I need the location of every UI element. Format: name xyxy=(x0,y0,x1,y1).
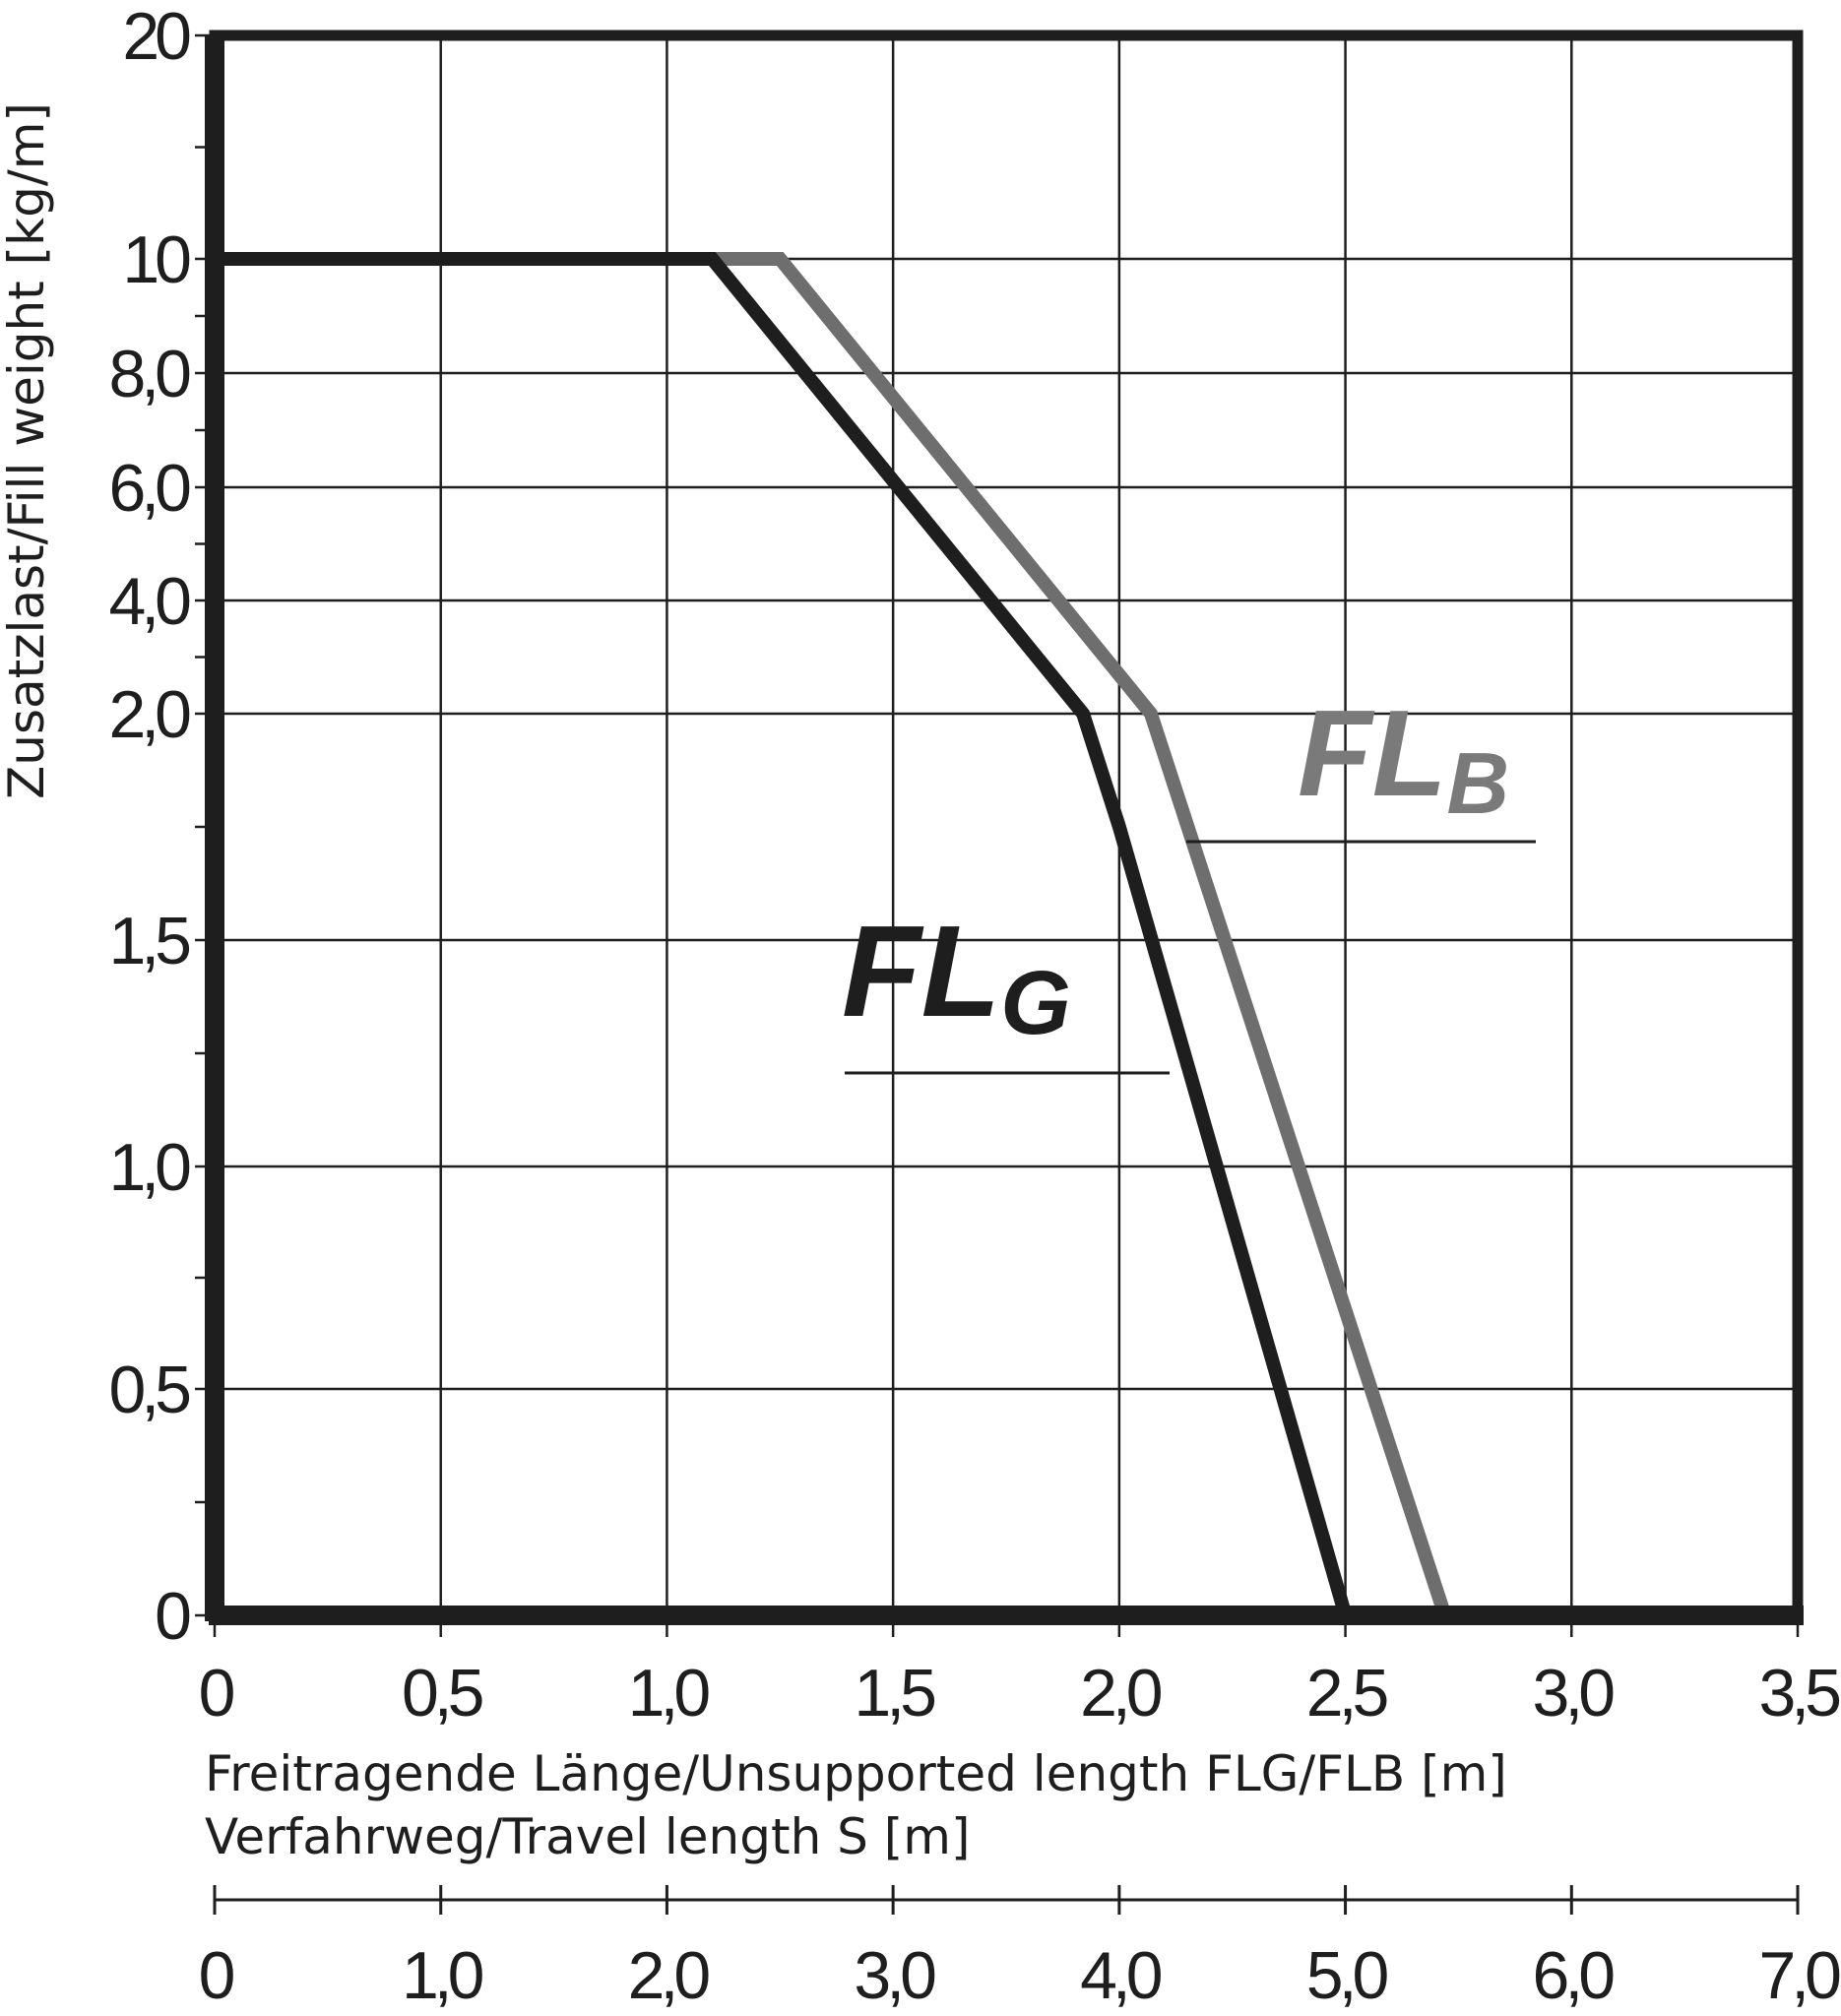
y-tick-label: 1,0 xyxy=(108,1130,190,1205)
travel-axis-tick-label: 5,0 xyxy=(1306,1938,1388,2013)
x-axis-title: Freitragende Länge/Unsupported length FL… xyxy=(205,1745,1507,1802)
travel-axis-tick-label: 1,0 xyxy=(402,1938,483,2013)
x-tick-label: 1,0 xyxy=(628,1656,710,1731)
x-axis-title-travel: Verfahrweg/Travel length S [m] xyxy=(205,1808,971,1865)
x-tick-label: 0 xyxy=(199,1656,234,1731)
travel-axis-tick-label: 7,0 xyxy=(1758,1938,1840,2013)
y-tick-label: 0 xyxy=(155,1579,190,1654)
y-tick-label: 4,0 xyxy=(108,564,190,639)
y-axis-title: Zusatzlast/Fill weight [kg/m] xyxy=(0,102,55,799)
y-tick-label: 6,0 xyxy=(108,451,190,526)
plot-border xyxy=(209,30,1804,1621)
travel-axis-tick-label: 4,0 xyxy=(1080,1938,1162,2013)
travel-axis-tick-label: 6,0 xyxy=(1533,1938,1615,2013)
y-tick-label: 20 xyxy=(122,0,190,74)
y-tick-label: 0,5 xyxy=(108,1353,189,1427)
travel-axis-tick-label: 0 xyxy=(199,1938,234,2013)
grid xyxy=(215,35,1798,1615)
travel-axis-tick-label: 2,0 xyxy=(628,1938,710,2013)
series-lines xyxy=(215,252,1452,1618)
series-label-flb: FLB xyxy=(1298,686,1509,832)
series-label-flg: FLG xyxy=(842,899,1071,1053)
x-tick-label: 0,5 xyxy=(402,1656,482,1731)
y-tick-label: 1,5 xyxy=(108,904,189,978)
y-tick-label: 2,0 xyxy=(108,677,190,752)
x-tick-label: 3,0 xyxy=(1533,1656,1615,1731)
x-tick-label: 2,0 xyxy=(1080,1656,1162,1731)
legend-flg: FLG xyxy=(842,899,1170,1075)
series-line-flg xyxy=(215,252,1353,1617)
travel-axis-tick-label: 3,0 xyxy=(854,1938,935,2013)
x-tick-label: 2,5 xyxy=(1306,1656,1387,1731)
travel-length-axis: 0 1,0 2,0 3,0 4,0 5,0 6,0 7,0 xyxy=(199,1885,1841,2013)
x-tick-label: 1,5 xyxy=(854,1656,934,1731)
legend-flb: FLB xyxy=(1186,686,1536,844)
y-minor-ticks xyxy=(195,33,1800,1637)
series-line-flb xyxy=(215,252,1452,1618)
plot-frame xyxy=(205,30,1804,1625)
x-tick-label: 3,5 xyxy=(1758,1656,1839,1731)
y-tick-label: 8,0 xyxy=(108,337,190,411)
y-tick-label: 10 xyxy=(122,222,190,297)
